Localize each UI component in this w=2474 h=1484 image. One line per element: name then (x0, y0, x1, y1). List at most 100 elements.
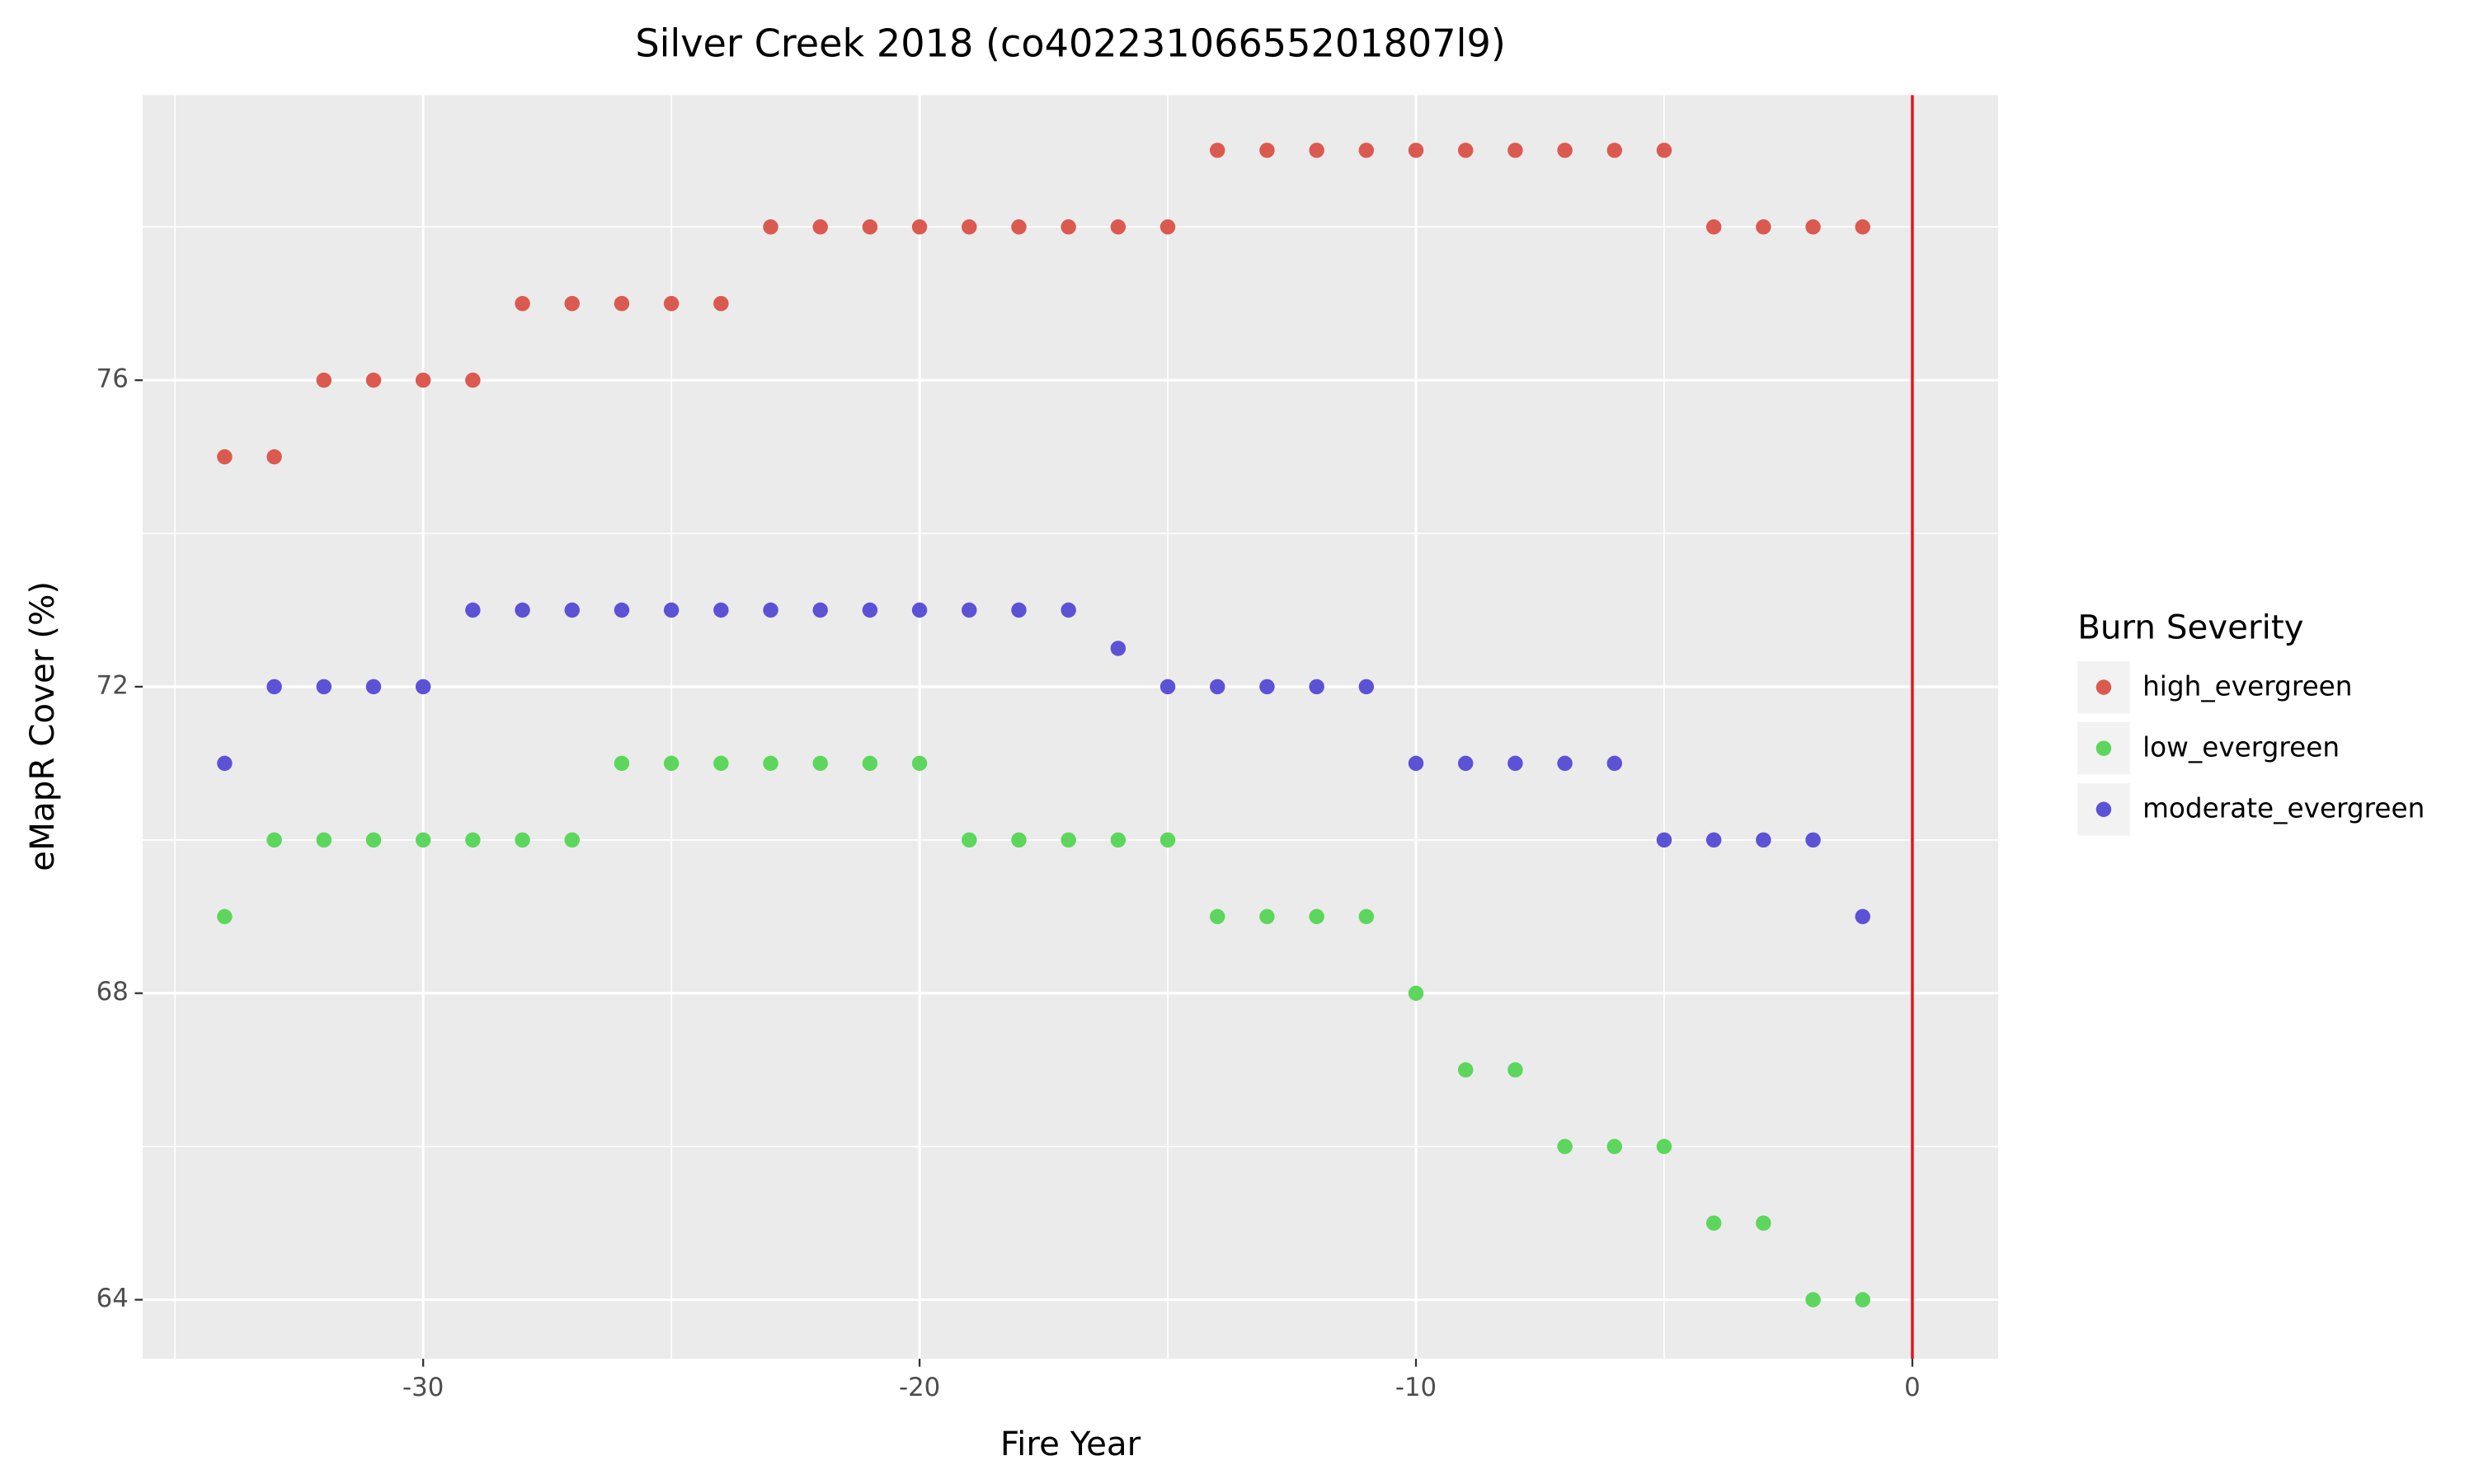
point (1110, 219, 1126, 235)
legend-marker (2095, 679, 2112, 695)
point (1855, 1292, 1870, 1308)
point (415, 372, 431, 388)
point (1507, 143, 1523, 158)
point (365, 832, 382, 848)
point (862, 602, 878, 618)
point (713, 755, 729, 772)
point (962, 602, 977, 618)
point (465, 602, 481, 618)
point (1855, 219, 1870, 235)
x-tick-label: -20 (899, 1373, 940, 1402)
point (614, 602, 630, 618)
point (1457, 1062, 1474, 1078)
point (465, 372, 481, 388)
point (1011, 219, 1027, 235)
point (515, 295, 530, 312)
point (1011, 832, 1027, 848)
point (962, 219, 977, 235)
point (266, 448, 282, 465)
point (1408, 985, 1424, 1001)
point (1210, 679, 1225, 695)
point (911, 755, 928, 772)
point (1309, 143, 1324, 158)
point (365, 679, 382, 695)
legend-title: Burn Severity (2077, 608, 2303, 646)
point (1061, 832, 1076, 848)
point (1358, 679, 1375, 695)
point (1507, 755, 1523, 772)
point (1210, 143, 1225, 158)
chart-title: Silver Creek 2018 (co40223106655201807l9… (635, 21, 1506, 65)
point (1606, 1139, 1623, 1154)
point (415, 832, 431, 848)
x-tick-label: 0 (1904, 1373, 1921, 1402)
point (465, 832, 481, 848)
point (1656, 1139, 1672, 1154)
point (862, 219, 878, 235)
point (1358, 143, 1375, 158)
legend-marker (2095, 740, 2112, 756)
point (1110, 641, 1126, 656)
point (1606, 143, 1623, 158)
point (316, 679, 332, 695)
point (663, 602, 680, 618)
point (713, 295, 729, 312)
point (1061, 219, 1076, 235)
point (316, 372, 332, 388)
point (1061, 602, 1076, 618)
point (614, 755, 630, 772)
point (1705, 832, 1722, 848)
point (564, 832, 580, 848)
point (266, 832, 282, 848)
point (1408, 143, 1424, 158)
point (1259, 909, 1275, 925)
point (1159, 679, 1176, 695)
point (1159, 832, 1176, 848)
point (812, 755, 828, 772)
legend-marker (2095, 801, 2112, 817)
point (1705, 1215, 1722, 1231)
point (911, 219, 928, 235)
point (911, 602, 928, 618)
point (1756, 1215, 1771, 1231)
point (1457, 755, 1474, 772)
point (1011, 602, 1027, 618)
point (1557, 143, 1573, 158)
point (763, 755, 778, 772)
legend-label: high_evergreen (2142, 671, 2352, 702)
point (1805, 219, 1821, 235)
point (1507, 1062, 1523, 1078)
point (316, 832, 332, 848)
point (217, 448, 233, 465)
point (763, 602, 778, 618)
point (1309, 679, 1324, 695)
point (1259, 143, 1275, 158)
point (663, 755, 680, 772)
point (1457, 143, 1474, 158)
plot-background (143, 95, 1999, 1360)
point (1408, 755, 1424, 772)
point (1756, 219, 1771, 235)
point (1159, 219, 1176, 235)
y-tick-label: 76 (96, 364, 129, 394)
point (1756, 832, 1771, 848)
point (713, 602, 729, 618)
legend-label: low_evergreen (2142, 732, 2340, 763)
point (564, 295, 580, 312)
legend-label: moderate_evergreen (2142, 793, 2425, 824)
point (1259, 679, 1275, 695)
point (217, 909, 233, 925)
point (515, 602, 530, 618)
point (564, 602, 580, 618)
point (812, 219, 828, 235)
y-tick-label: 68 (96, 977, 129, 1007)
x-axis-label: Fire Year (1000, 1425, 1141, 1463)
point (962, 832, 977, 848)
point (1309, 909, 1324, 925)
point (1358, 909, 1375, 925)
point (1210, 909, 1225, 925)
point (862, 755, 878, 772)
point (266, 679, 282, 695)
x-tick-label: -10 (1395, 1373, 1437, 1402)
